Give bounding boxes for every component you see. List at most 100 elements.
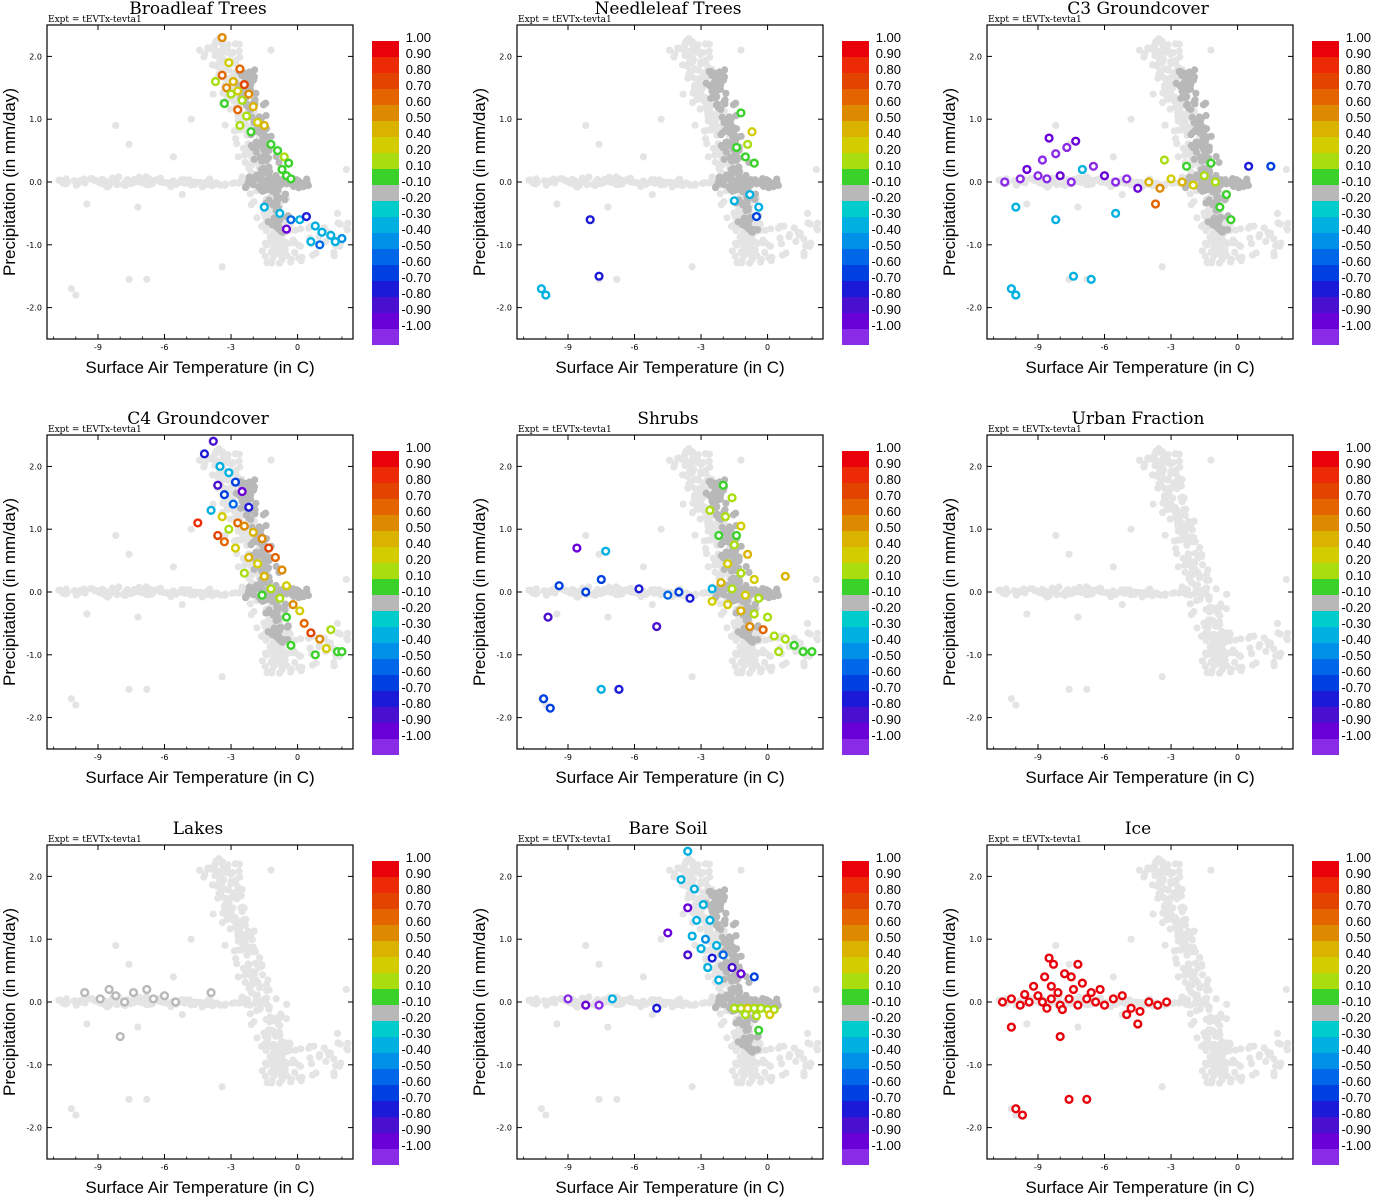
background-point	[649, 176, 658, 184]
background-point	[190, 178, 199, 186]
neutral-point	[716, 495, 724, 503]
background-point	[209, 910, 217, 918]
neutral-point	[1205, 143, 1213, 151]
y-tick-label: -2.0	[496, 304, 512, 313]
data-point	[80, 987, 90, 998]
background-point	[731, 252, 739, 260]
neutral-point	[730, 565, 738, 573]
background-point	[618, 180, 626, 188]
background-point	[1088, 590, 1096, 598]
background-point	[612, 583, 620, 591]
colorbar-label: 0.70	[876, 78, 901, 93]
background-point	[333, 209, 342, 217]
background-point	[595, 140, 603, 148]
data-point	[1068, 271, 1079, 281]
neutral-point	[721, 506, 729, 514]
background-point	[1205, 608, 1213, 616]
expt-label: Expt = tEVTx-tevta1	[988, 425, 1082, 435]
colorbar-label: 0.50	[1346, 110, 1371, 125]
background-point	[1175, 457, 1183, 465]
neutral-point	[706, 82, 714, 90]
neutral-point	[251, 476, 259, 484]
background-point	[156, 178, 165, 186]
background-point	[1238, 663, 1246, 671]
neutral-point	[1208, 221, 1217, 229]
neutral-point	[242, 183, 250, 191]
neutral-point	[282, 589, 290, 598]
background-point	[709, 144, 717, 152]
colorbar-swatch	[842, 515, 869, 531]
background-point	[125, 550, 133, 558]
background-point	[223, 915, 232, 924]
background-point	[134, 613, 142, 621]
background-point	[195, 866, 204, 874]
background-point	[660, 178, 669, 186]
background-point	[1187, 201, 1195, 209]
background-point	[265, 1018, 273, 1026]
data-point	[740, 590, 750, 600]
background-point	[1020, 585, 1028, 593]
neutral-point	[1238, 180, 1246, 188]
background-point	[689, 450, 697, 458]
colorbar-label: -0.30	[401, 616, 431, 631]
neutral-point	[1191, 66, 1199, 74]
colorbar-label: 0.10	[1346, 158, 1371, 173]
colorbar-swatch	[842, 137, 869, 153]
background-point	[1180, 521, 1188, 530]
background-point	[613, 275, 621, 283]
background-point	[711, 117, 719, 125]
background-point	[1246, 234, 1254, 242]
background-point	[248, 936, 256, 944]
data-point	[1051, 215, 1061, 225]
colorbar-swatch	[1312, 547, 1339, 563]
background-point	[1175, 47, 1183, 55]
background-point	[169, 177, 177, 185]
background-point	[1222, 629, 1231, 637]
colorbar-label: 0.20	[406, 142, 431, 157]
neutral-point	[731, 595, 739, 603]
background-point	[312, 1069, 320, 1077]
data-point	[326, 625, 336, 635]
background-point	[794, 228, 802, 236]
colorbar-swatch	[842, 691, 869, 707]
background-point	[1077, 178, 1085, 187]
background-point	[1181, 151, 1189, 159]
background-point	[1181, 117, 1189, 125]
background-point	[278, 1076, 286, 1084]
data-point	[1166, 174, 1176, 184]
background-point	[241, 971, 249, 979]
data-point	[115, 1031, 125, 1042]
colorbar-label: 0.20	[876, 142, 901, 157]
colorbar-label: -0.90	[1341, 712, 1371, 727]
background-point	[612, 173, 620, 181]
colorbar-swatch	[842, 723, 869, 739]
colorbar-label: -0.70	[401, 270, 431, 285]
neutral-point	[253, 171, 261, 179]
background-point	[1181, 568, 1189, 576]
background-point	[1153, 472, 1161, 480]
background-point	[693, 95, 702, 104]
neutral-point	[1186, 85, 1194, 93]
background-point	[1284, 629, 1292, 637]
neutral-point	[718, 113, 726, 121]
background-point	[1198, 657, 1206, 665]
data-point	[545, 703, 555, 713]
data-point	[1221, 189, 1232, 200]
background-point	[179, 586, 188, 594]
background-point	[187, 935, 195, 943]
background-point	[639, 153, 647, 161]
colorbar-swatch	[372, 611, 399, 627]
background-point	[1210, 245, 1219, 254]
background-point	[1193, 624, 1201, 632]
background-point	[639, 177, 647, 185]
background-point	[685, 480, 693, 488]
background-point	[218, 263, 226, 271]
data-point	[1015, 174, 1025, 184]
background-point	[1247, 650, 1256, 658]
data-point	[279, 152, 289, 162]
background-point	[230, 537, 239, 545]
colorbar-swatch	[372, 563, 399, 579]
data-point	[736, 108, 746, 118]
background-point	[125, 275, 133, 283]
background-point	[701, 450, 710, 458]
